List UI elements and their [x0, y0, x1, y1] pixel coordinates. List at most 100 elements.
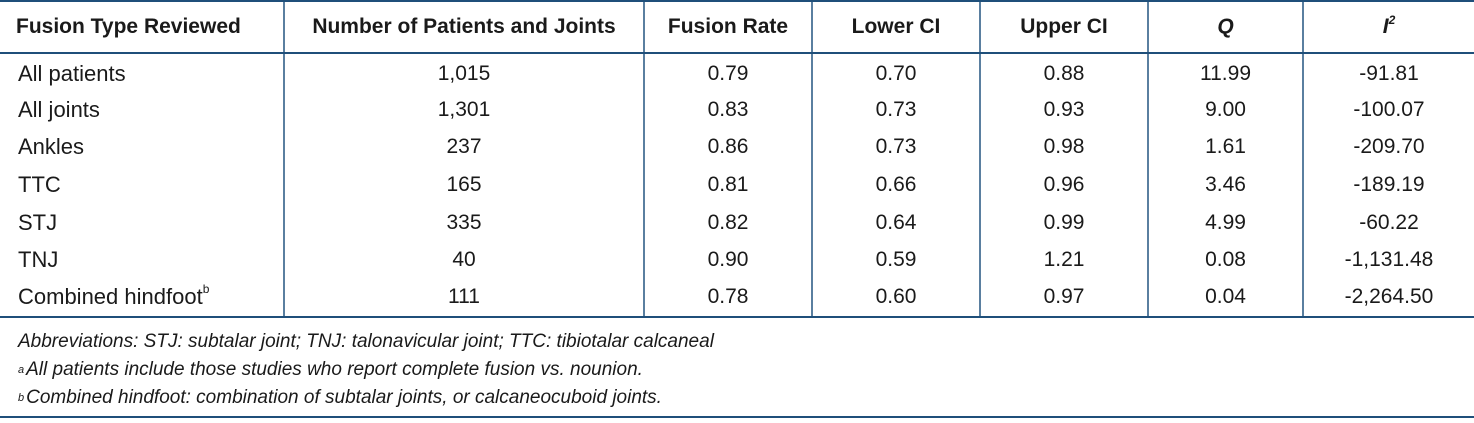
cell-i2: -209.70: [1302, 128, 1474, 167]
cell-q: 0.08: [1147, 241, 1303, 280]
cell-upper-ci: 1.21: [979, 241, 1148, 280]
footnote-a: a All patients include those studies who …: [0, 356, 1474, 384]
header-patients-joints: Number of Patients and Joints: [283, 0, 644, 54]
footnote-a-marker: a: [18, 364, 25, 376]
cell-upper-ci-text: 0.93: [1043, 97, 1085, 121]
header-fusion-rate: Fusion Rate: [643, 0, 812, 54]
cell-i2: -91.81: [1302, 53, 1474, 91]
footnote-b: b Combined hindfoot: combination of subta…: [0, 384, 1474, 412]
cell-fusion-rate: 0.82: [643, 203, 812, 242]
cell-lower-ci: 0.66: [811, 166, 980, 204]
cell-patients-joints: 1,301: [283, 90, 644, 129]
cell-fusion-rate-text: 0.86: [707, 135, 749, 159]
cell-i2-text: -209.70: [1353, 135, 1425, 159]
cell-lower-ci: 0.60: [811, 279, 980, 318]
cell-fusion-type: All joints: [0, 91, 284, 129]
cell-patients-joints: 237: [283, 128, 644, 167]
cell-q: 4.99: [1147, 203, 1303, 242]
header-i2-base: I: [1382, 15, 1389, 38]
cell-upper-ci: 0.93: [979, 90, 1148, 129]
cell-patients-joints: 335: [283, 203, 644, 242]
cell-fusion-rate: 0.79: [643, 53, 812, 91]
cell-fusion-type-text: TTC: [18, 171, 61, 197]
cell-q-text: 11.99: [1200, 62, 1251, 86]
cell-fusion-type: All patients: [0, 53, 284, 91]
table-row: TTC 165 0.81 0.66 0.96 3.46 -189.19: [0, 166, 1474, 204]
table-header-row: Fusion Type Reviewed Number of Patients …: [0, 0, 1474, 54]
cell-upper-ci: 0.96: [979, 166, 1148, 204]
cell-q-text: 0.04: [1205, 285, 1246, 309]
cell-i2-text: -1,131.48: [1344, 248, 1434, 272]
cell-q-text: 3.46: [1205, 172, 1246, 196]
cell-upper-ci: 0.97: [979, 279, 1148, 318]
cell-fusion-type-text: Combined hindfoot: [18, 284, 203, 310]
cell-lower-ci-text: 0.60: [875, 285, 917, 309]
cell-fusion-type-text: Ankles: [18, 134, 85, 160]
cell-patients-joints: 165: [283, 166, 644, 204]
cell-patients-joints-text: 111: [448, 285, 480, 309]
table-row: All joints 1,301 0.83 0.73 0.93 9.00 -100.07: [0, 90, 1474, 129]
cell-upper-ci-text: 1.21: [1043, 248, 1085, 272]
cell-lower-ci: 0.70: [811, 53, 980, 91]
cell-fusion-rate-text: 0.90: [707, 248, 749, 272]
cell-lower-ci-text: 0.73: [875, 97, 917, 121]
cell-upper-ci-text: 0.98: [1043, 135, 1085, 159]
cell-patients-joints: 1,015: [283, 53, 644, 91]
table-row: All patients 1,015 0.79 0.70 0.88 11.99 -91.81: [0, 53, 1474, 91]
cell-fusion-rate: 0.83: [643, 90, 812, 129]
footnote-a-text: All patients include those studies who r…: [26, 359, 643, 380]
table-row: Combined hindfootb 111 0.78 0.60 0.97 0.04 -2,…: [0, 279, 1474, 318]
header-i2-sup: 2: [1388, 13, 1396, 27]
cell-upper-ci-text: 0.99: [1043, 210, 1085, 234]
cell-upper-ci: 0.98: [979, 128, 1148, 167]
cell-fusion-rate-text: 0.79: [707, 62, 749, 86]
cell-lower-ci-text: 0.70: [875, 62, 917, 86]
table-footnotes: Abbreviations: STJ: subtalar joint; TNJ:…: [0, 325, 1474, 418]
cell-patients-joints: 111: [283, 279, 644, 318]
cell-fusion-type-text: All patients: [18, 61, 126, 87]
table-row: Ankles 237 0.86 0.73 0.98 1.61 -209.70: [0, 128, 1474, 167]
cell-i2: -189.19: [1302, 166, 1474, 204]
cell-i2-text: -2,264.50: [1344, 285, 1434, 309]
cell-fusion-rate-text: 0.78: [707, 285, 749, 309]
cell-q-text: 9.00: [1205, 97, 1246, 121]
header-lower-ci: Lower CI: [811, 0, 980, 54]
cell-q: 1.61: [1147, 128, 1303, 167]
cell-upper-ci-text: 0.97: [1043, 285, 1085, 309]
cell-lower-ci-text: 0.73: [875, 135, 917, 159]
cell-patients-joints-text: 237: [446, 135, 482, 159]
cell-lower-ci: 0.73: [811, 90, 980, 129]
header-upper-ci: Upper CI: [979, 0, 1148, 54]
cell-patients-joints-text: 335: [446, 210, 482, 234]
cell-fusion-type: STJ: [0, 204, 284, 242]
cell-q-text: 1.61: [1205, 135, 1246, 159]
cell-patients-joints-text: 165: [446, 172, 482, 196]
fusion-results-table: Fusion Type Reviewed Number of Patients …: [0, 0, 1474, 318]
cell-i2-text: -91.81: [1359, 62, 1419, 86]
header-i2: I2: [1302, 0, 1474, 54]
cell-q: 3.46: [1147, 166, 1303, 204]
footnote-b-text: Combined hindfoot: combination of subtal…: [26, 387, 662, 408]
cell-fusion-rate: 0.86: [643, 128, 812, 167]
cell-fusion-type: Ankles: [0, 128, 284, 166]
abbreviations-note: Abbreviations: STJ: subtalar joint; TNJ:…: [18, 331, 714, 352]
cell-lower-ci: 0.64: [811, 203, 980, 242]
cell-lower-ci: 0.73: [811, 128, 980, 167]
cell-q-text: 4.99: [1205, 210, 1246, 234]
header-q: Q: [1147, 0, 1303, 54]
cell-i2-text: -189.19: [1353, 172, 1425, 196]
cell-lower-ci: 0.59: [811, 241, 980, 280]
cell-patients-joints-text: 1,301: [437, 97, 491, 121]
cell-i2: -2,264.50: [1302, 279, 1474, 318]
cell-i2: -60.22: [1302, 203, 1474, 242]
cell-q: 9.00: [1147, 90, 1303, 129]
cell-fusion-rate-text: 0.81: [707, 172, 749, 196]
table-row: TNJ 40 0.90 0.59 1.21 0.08 -1,131.48: [0, 241, 1474, 280]
cell-upper-ci-text: 0.88: [1043, 62, 1085, 86]
cell-patients-joints: 40: [283, 241, 644, 280]
cell-fusion-type: TTC: [0, 166, 284, 204]
cell-fusion-rate-text: 0.83: [707, 97, 749, 121]
cell-i2: -100.07: [1302, 90, 1474, 129]
cell-patients-joints-text: 1,015: [437, 62, 491, 86]
